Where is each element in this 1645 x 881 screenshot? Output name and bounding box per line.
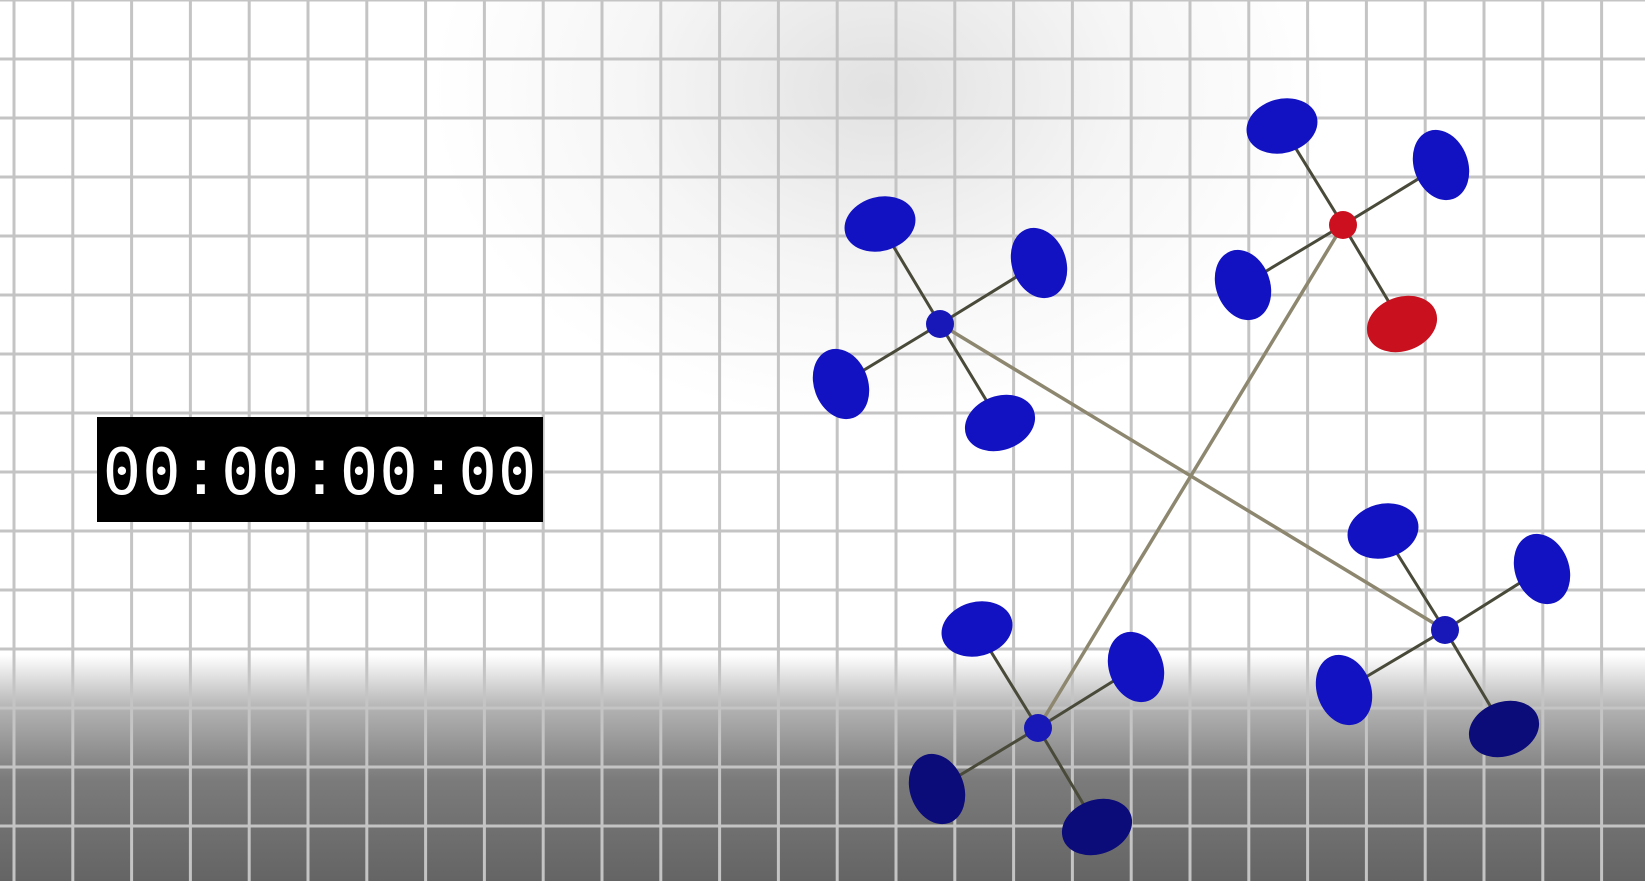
hub-icon (1329, 211, 1357, 239)
rotor-icon (1010, 227, 1068, 299)
rotor-icon (1107, 631, 1165, 703)
quadcopter-icon (1315, 503, 1571, 758)
timecode-display: 00:00:00:00 (97, 417, 543, 522)
rotor-icon (1366, 295, 1438, 353)
quadcopter-icon (1214, 98, 1470, 353)
rotor-icon (1246, 98, 1318, 154)
quadcopter-icon (812, 196, 1068, 452)
rotor-icon (964, 394, 1036, 452)
rotor-icon (1468, 700, 1540, 758)
hub-icon (1431, 616, 1459, 644)
tether-line (1036, 224, 1345, 729)
tether-line (939, 322, 1446, 632)
rotor-icon (812, 348, 870, 420)
quadcopter-icon (908, 601, 1165, 856)
hub-icon (1024, 714, 1052, 742)
timecode-text: 00:00:00:00 (102, 435, 538, 510)
rotor-icon (844, 196, 916, 252)
rotor-icon (1347, 503, 1419, 559)
rotor-icon (908, 753, 966, 825)
drones-group (812, 98, 1571, 856)
rotor-icon (1214, 249, 1272, 321)
rotor-icon (1513, 533, 1571, 605)
tether-lines (939, 224, 1446, 729)
rotor-icon (1412, 129, 1470, 201)
rotor-icon (1061, 798, 1133, 856)
hub-icon (926, 310, 954, 338)
rotor-icon (941, 601, 1013, 657)
rotor-icon (1315, 654, 1373, 726)
